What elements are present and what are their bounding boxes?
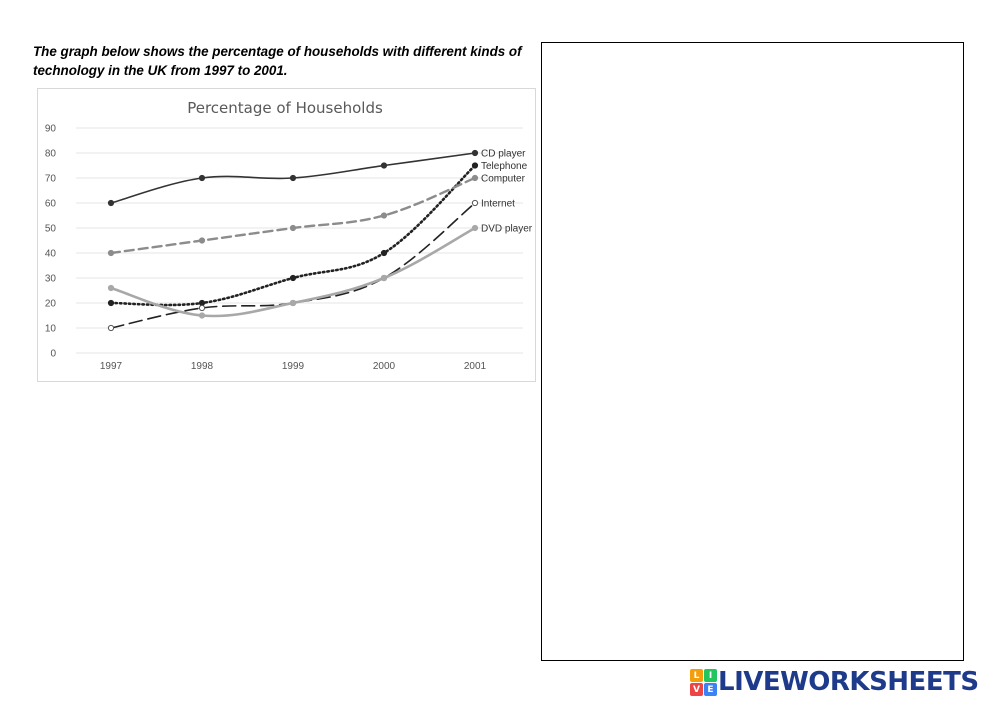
brand-badge-icon: L I V E <box>690 669 717 696</box>
data-point <box>380 274 388 282</box>
x-tick-label: 2001 <box>464 361 487 372</box>
liveworksheets-logo: L I V E LIVEWORKSHEETS <box>690 667 979 697</box>
badge-letter: V <box>690 683 703 696</box>
data-point <box>471 224 479 232</box>
data-point <box>380 249 388 257</box>
data-point <box>107 324 115 332</box>
x-tick-label: 1997 <box>100 361 123 372</box>
chart-title: Percentage of Households <box>187 99 383 117</box>
series-markers <box>107 149 479 332</box>
y-tick-label: 20 <box>45 299 57 310</box>
data-point <box>107 249 115 257</box>
badge-letter: L <box>690 669 703 682</box>
line-chart: 0 10 20 30 40 50 60 70 80 90 1997 1998 1999 2000 2001… <box>37 88 536 382</box>
y-tick-label: 50 <box>45 224 57 235</box>
x-tick-label: 1998 <box>191 361 214 372</box>
data-point <box>380 162 388 169</box>
series-line <box>109 176 477 255</box>
y-tick-label: 70 <box>45 174 57 185</box>
data-point <box>198 312 206 319</box>
data-point <box>198 237 206 244</box>
task-prompt: The graph below shows the percentage of … <box>33 44 522 78</box>
data-point <box>289 299 297 307</box>
badge-letter: E <box>704 683 717 696</box>
series-label: DVD player <box>481 224 533 235</box>
data-point <box>471 199 479 207</box>
x-axis-ticks: 1997 1998 1999 2000 2001 <box>100 361 487 372</box>
x-tick-label: 2000 <box>373 361 396 372</box>
data-point <box>198 174 206 182</box>
series-label: Computer <box>481 174 526 185</box>
y-tick-label: 60 <box>45 199 57 210</box>
y-tick-label: 90 <box>45 124 57 135</box>
series-label: CD player <box>481 149 526 160</box>
answer-box[interactable] <box>541 42 964 661</box>
x-tick-label: 1999 <box>282 361 305 372</box>
series-label: Internet <box>481 199 515 210</box>
data-point <box>471 162 479 169</box>
y-tick-label: 30 <box>45 274 57 285</box>
y-tick-label: 80 <box>45 149 57 160</box>
data-point <box>289 274 297 282</box>
brand-name: LIVEWORKSHEETS <box>718 667 979 697</box>
data-point <box>107 299 115 307</box>
data-point <box>198 299 206 307</box>
data-point <box>471 174 479 182</box>
data-point <box>471 149 479 157</box>
data-point <box>289 174 297 182</box>
series-label: Telephone <box>481 161 528 172</box>
data-point <box>107 284 115 292</box>
y-axis-ticks: 0 10 20 30 40 50 60 70 80 90 <box>45 124 57 360</box>
y-tick-label: 10 <box>45 324 57 335</box>
data-point <box>380 212 388 219</box>
badge-letter: I <box>704 669 717 682</box>
y-tick-label: 40 <box>45 249 57 260</box>
data-point <box>289 224 297 232</box>
data-point <box>198 304 206 312</box>
y-tick-label: 0 <box>50 349 56 360</box>
data-point <box>107 199 115 207</box>
chart-svg: 0 10 20 30 40 50 60 70 80 90 1997 1998 1999 2000 2001… <box>45 99 533 372</box>
